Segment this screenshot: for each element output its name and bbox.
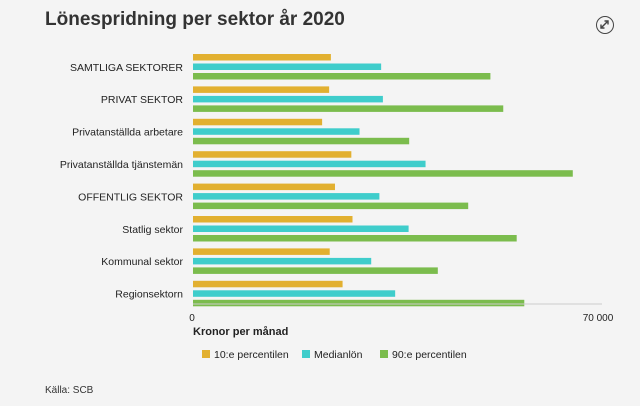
category-label: Privatanställda arbetare [72,127,183,139]
bar [193,225,409,232]
legend-swatch [202,350,210,358]
bar [193,137,410,145]
source-note: Källa: SCB [45,385,94,396]
bar [193,183,335,191]
bar [193,151,352,158]
legend-label: 90:e percentilen [392,349,467,361]
bar [193,54,331,61]
category-label: Statlig sektor [122,224,183,236]
category-label: SAMTLIGA SEKTORER [70,62,183,74]
bar [193,248,330,255]
legend-label: Medianlön [314,349,363,361]
chart-title: Lönespridning per sektor år 2020 [45,9,345,30]
category-label: Privatanställda tjänstemän [60,159,183,171]
category-label: PRIVAT SEKTOR [101,94,183,106]
category-label: Kommunal sektor [101,256,183,268]
x-tick-label: 70 000 [583,313,614,324]
bar [193,267,438,274]
bar [193,280,343,288]
expand-button[interactable] [596,16,614,34]
bar [193,118,323,126]
bar [193,216,353,223]
expand-arrows-icon [600,20,609,29]
bar [193,160,426,168]
bar [193,290,396,297]
bar [193,73,491,80]
bar [193,86,330,93]
bar [193,257,372,265]
x-tick-label: 0 [189,313,195,324]
bar-chart: SAMTLIGA SEKTORER PRIVAT SEKTOR Privatanst… [60,54,614,361]
legend-swatch [302,350,310,358]
category-label: OFFENTLIG SEKTOR [78,191,183,203]
bar [193,170,573,177]
bar [193,299,525,307]
bar [193,202,469,210]
category-label: Regionsektorn [115,289,183,301]
x-axis-label: Kronor per månad [193,326,288,338]
legend-swatch [380,350,388,358]
bar [193,235,517,242]
legend-label: 10:e percentilen [214,349,289,361]
bar [193,63,382,70]
bar [193,105,504,112]
bar [193,128,360,135]
bar [193,95,383,103]
bar [193,193,380,200]
